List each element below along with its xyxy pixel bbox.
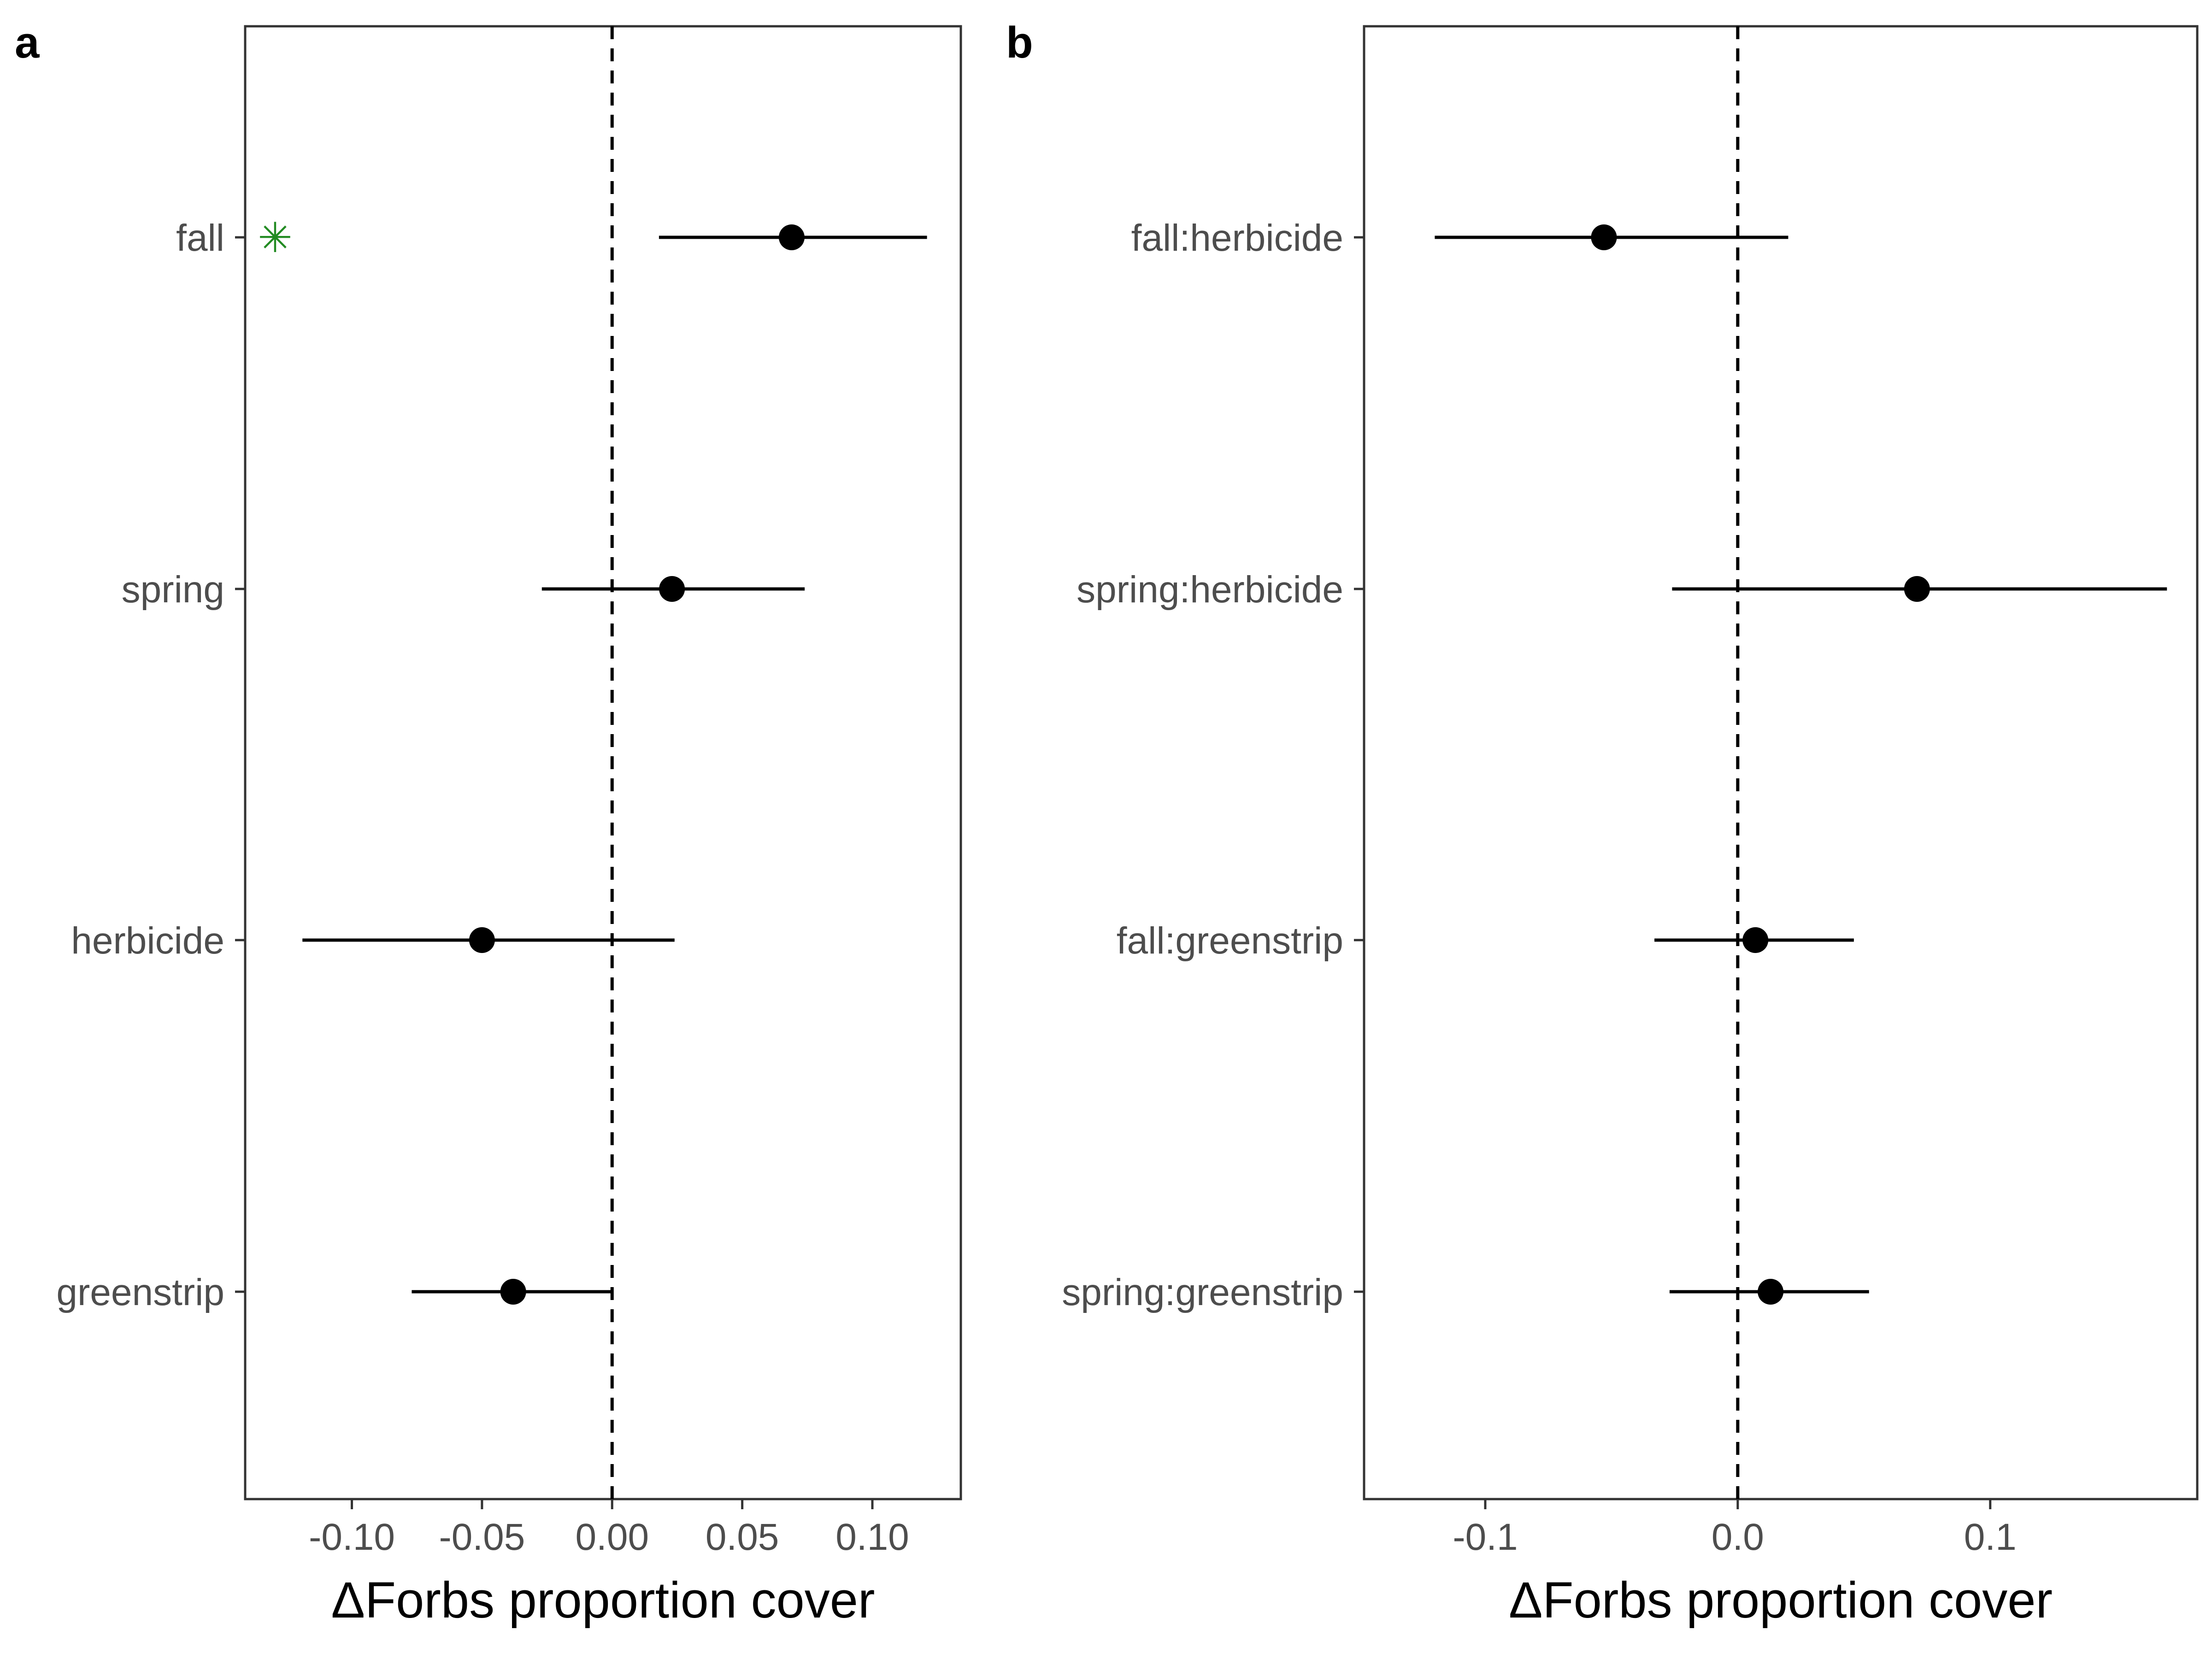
panel-b-letter: b [1006,18,1033,67]
panel-a-point-estimate [778,224,805,250]
panel-b-category-label: fall:herbicide [1131,217,1343,259]
panel-b-x-tick-label: -0.1 [1453,1516,1518,1558]
panel-a-letter: a [15,18,40,67]
panel-a-x-tick-label: 0.10 [835,1516,909,1558]
panel-a-category-label: greenstrip [56,1271,224,1313]
panel-a-point-estimate [500,1279,526,1305]
panel-b-x-tick-label: 0.1 [1964,1516,2017,1558]
panel-b-point-estimate [1758,1279,1784,1305]
panel-b-point-estimate [1591,224,1617,250]
panel-a-point-estimate [469,927,495,953]
panel-b-x-tick-label: 0.0 [1712,1516,1764,1558]
panel-a-category-label: herbicide [71,920,224,962]
panel-b-point-estimate [1742,927,1769,953]
panel-a-frame [244,25,962,1500]
panel-b-category-label: fall:greenstrip [1117,920,1343,962]
panel-a-x-tick-label: -0.05 [439,1516,525,1558]
panel-a-point-estimate [659,576,685,602]
panel-b-category-label: spring:herbicide [1077,569,1343,611]
panel-a-category-label: fall [176,217,224,259]
panel-b-x-axis-title: ΔForbs proportion cover [1509,1572,2053,1629]
panel-a-x-tick-label: -0.10 [309,1516,395,1558]
panel-a-significance-mark: ✳ [258,214,292,262]
panel-a-category-label: spring [122,569,224,611]
panel-b-frame [1363,25,2199,1500]
panel-a-x-tick-label: 0.05 [706,1516,779,1558]
panel-a-x-axis-title: ΔForbs proportion cover [331,1572,875,1629]
panel-a-x-tick-label: 0.00 [575,1516,649,1558]
panel-b-point-estimate [1904,576,1930,602]
panel-b-category-label: spring:greenstrip [1062,1271,1343,1313]
